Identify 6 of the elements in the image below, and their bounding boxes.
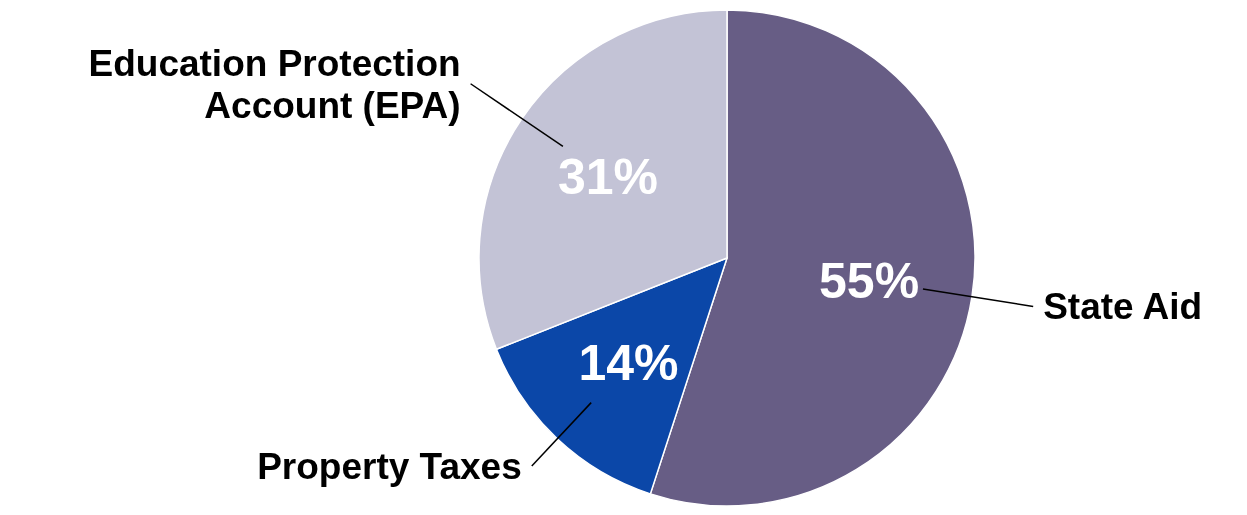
slice-label: Property Taxes — [257, 445, 522, 487]
data-label: 14% — [578, 334, 679, 391]
slice-label: State Aid — [1043, 285, 1203, 327]
data-label: 31% — [557, 149, 659, 206]
slice-label: Education Protection Account (EPA) — [88, 42, 461, 126]
data-label: 55% — [819, 252, 920, 309]
